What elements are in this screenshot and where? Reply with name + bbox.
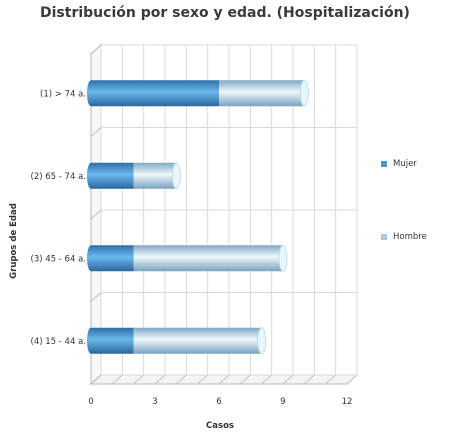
floor-gridline <box>239 374 251 385</box>
x-tick-label: 3 <box>152 397 157 407</box>
bar-mujer <box>91 245 134 272</box>
category-separator <box>90 374 102 385</box>
category-separator <box>90 209 102 220</box>
x-tick-label: 0 <box>88 397 93 407</box>
bar-start-cap <box>87 162 95 189</box>
bar-end-cap <box>257 327 267 355</box>
floor-gridline <box>346 374 358 385</box>
x-tick-label: 6 <box>216 397 221 407</box>
x-axis-title: Casos <box>206 421 234 431</box>
bar-hombre <box>133 162 177 189</box>
legend-item-hombre: Hombre <box>381 232 427 242</box>
bar-end-cap <box>171 162 181 190</box>
bar-hombre <box>133 327 262 354</box>
bar-hombre <box>219 80 305 107</box>
chart-title: Distribución por sexo y edad. (Hospitali… <box>40 5 410 21</box>
x-tick-label: 12 <box>342 397 353 407</box>
bar-start-cap <box>87 245 95 272</box>
category-label: (3) 45 - 64 a. <box>31 254 86 264</box>
bar-end-cap <box>278 244 288 272</box>
legend-swatch <box>381 160 387 167</box>
y-axis-title: Grupos de Edad <box>9 203 19 279</box>
bar-end-cap <box>299 79 309 107</box>
floor-gridline <box>111 374 123 385</box>
category-label: (1) > 74 a. <box>40 89 86 99</box>
legend-swatch <box>381 233 387 240</box>
x-tick-label: 9 <box>280 397 285 407</box>
legend-label: Mujer <box>393 159 417 169</box>
category-label: (2) 65 - 74 a. <box>31 172 86 182</box>
floor-gridline <box>133 374 145 385</box>
floor-gridline <box>261 374 273 385</box>
floor-gridline <box>154 374 166 385</box>
floor-gridline <box>282 374 294 385</box>
floor-gridline <box>303 374 315 385</box>
bar-hombre <box>133 245 283 272</box>
category-separator <box>90 44 102 55</box>
legend-label: Hombre <box>393 232 427 242</box>
floor-gridline <box>325 374 337 385</box>
bar-start-cap <box>87 327 95 354</box>
category-separator <box>90 127 102 137</box>
bar-mujer <box>91 80 219 107</box>
bar-start-cap <box>87 80 95 107</box>
bar-mujer <box>91 162 134 189</box>
legend-item-mujer: Mujer <box>381 159 417 169</box>
floor-gridline <box>197 374 209 385</box>
category-separator <box>90 292 102 302</box>
floor-gridline <box>175 374 187 385</box>
bar-mujer <box>91 327 134 354</box>
floor-gridline <box>218 374 230 385</box>
category-label: (4) 15 - 44 a. <box>31 337 86 347</box>
